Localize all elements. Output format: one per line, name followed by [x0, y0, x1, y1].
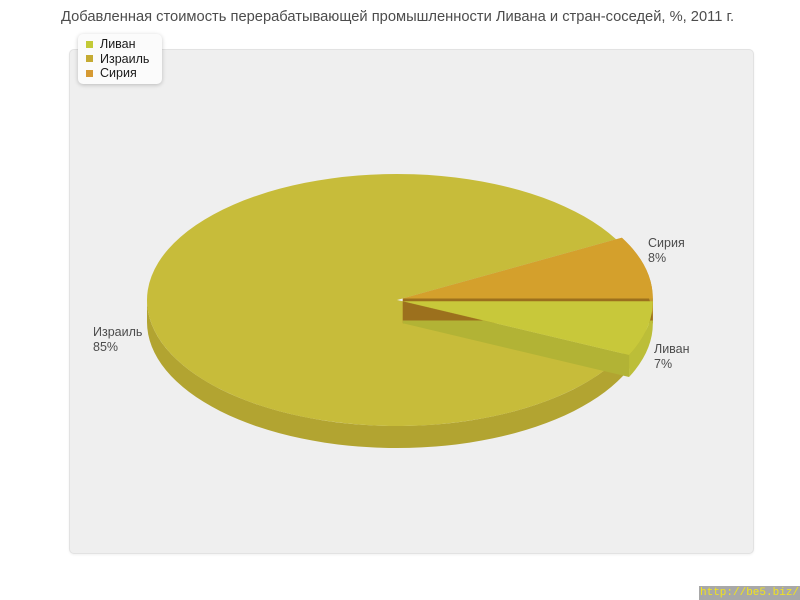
svg-text:Ливан: Ливан — [654, 342, 690, 356]
svg-text:8%: 8% — [648, 251, 666, 265]
svg-text:Израиль: Израиль — [93, 325, 142, 339]
svg-text:85%: 85% — [93, 340, 118, 354]
svg-text:7%: 7% — [654, 357, 672, 371]
svg-text:Сирия: Сирия — [648, 236, 685, 250]
